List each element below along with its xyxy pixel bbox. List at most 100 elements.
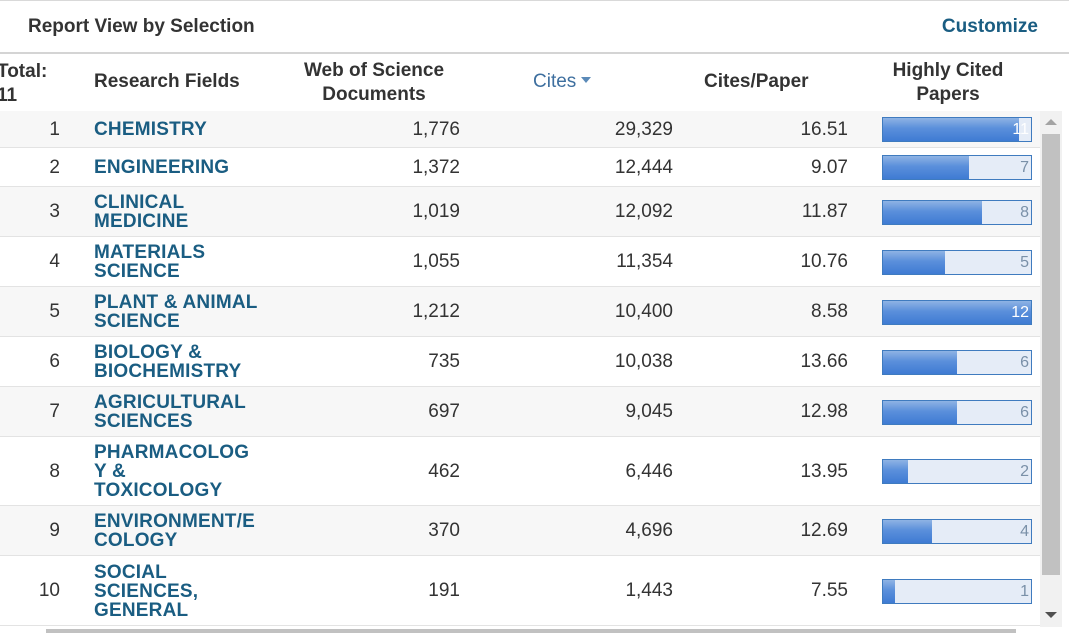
highly-cited-bar[interactable]: 4 (882, 518, 1032, 544)
customize-link[interactable]: Customize (941, 16, 1038, 37)
row-rank: 7 (49, 401, 60, 422)
highly-cited-count: 5 (1020, 253, 1029, 271)
cites-per-paper-value: 12.69 (800, 520, 848, 541)
research-field-link[interactable]: PHARMACOLOG Y & TOXICOLOGY (94, 442, 250, 501)
wos-documents-value: 1,776 (412, 118, 460, 140)
wos-documents-value: 191 (428, 580, 460, 601)
horizontal-scrollbar[interactable] (46, 629, 1016, 633)
highly-cited-count: 1 (1020, 582, 1029, 600)
table-row: 4 MATERIALS SCIENCE 1,055 11,354 10.76 5 (0, 237, 1040, 287)
column-header-cites-per-paper[interactable]: Cites/Paper (704, 71, 809, 92)
highly-cited-bar[interactable]: 7 (882, 155, 1032, 180)
cites-per-paper-value: 12.98 (800, 401, 848, 422)
cites-per-paper-value: 11.87 (801, 201, 848, 222)
table-row: 8 PHARMACOLOG Y & TOXICOLOGY 462 6,446 13.95… (0, 437, 1040, 506)
hcp-header-line1: Highly Cited (892, 60, 1004, 81)
wos-header-line1: Web of Science (303, 60, 445, 81)
row-rank: 2 (49, 156, 60, 178)
row-rank: 10 (38, 580, 60, 601)
table-row: 5 PLANT & ANIMAL SCIENCE 1,212 10,400 8.58 12 (0, 287, 1040, 337)
research-field-link[interactable]: BIOLOGY & BIOCHEMISTRY (94, 342, 242, 382)
wos-documents-value: 735 (428, 351, 460, 372)
highly-cited-bar-fill (883, 250, 945, 274)
total-label: Total: (0, 61, 48, 82)
cites-value: 11,354 (616, 251, 673, 272)
table-row: 9 ENVIRONMENT/E COLOGY 370 4,696 12.69 4 (0, 506, 1040, 556)
column-header-cites[interactable]: Cites (533, 70, 592, 94)
wos-documents-value: 1,212 (412, 301, 460, 322)
vertical-scroll-thumb[interactable] (1042, 134, 1060, 575)
research-field-link[interactable]: ENVIRONMENT/E COLOGY (94, 511, 255, 551)
cites-value: 10,400 (614, 301, 673, 322)
row-rank: 8 (49, 460, 60, 482)
highly-cited-count: 2 (1020, 463, 1029, 480)
highly-cited-count: 6 (1020, 353, 1029, 371)
highly-cited-bar[interactable]: 8 (882, 199, 1032, 225)
highly-cited-bar-fill (883, 460, 908, 483)
highly-cited-count: 11 (1012, 121, 1029, 138)
cites-value: 12,444 (614, 156, 673, 178)
highly-cited-count: 7 (1020, 159, 1029, 176)
wos-header-line2: Documents (322, 84, 426, 105)
cites-header-label: Cites (533, 71, 577, 92)
cites-per-paper-value: 8.58 (811, 301, 848, 322)
wos-documents-value: 1,372 (412, 156, 460, 178)
research-field-link[interactable]: AGRICULTURAL SCIENCES (94, 392, 246, 432)
column-header-wos-documents[interactable]: Web of Science Documents (296, 59, 452, 107)
highly-cited-bar-fill (883, 118, 1019, 141)
cites-value: 1,443 (625, 580, 673, 601)
research-field-link[interactable]: ENGINEERING (94, 157, 230, 178)
highly-cited-bar-fill (883, 200, 982, 224)
wos-documents-value: 370 (428, 520, 460, 541)
research-field-link[interactable]: PLANT & ANIMAL SCIENCE (94, 292, 258, 332)
highly-cited-count: 6 (1020, 403, 1029, 421)
cites-value: 6,446 (625, 460, 673, 482)
scroll-down-arrow-icon[interactable] (1045, 612, 1057, 618)
row-rank: 1 (49, 118, 60, 140)
cites-per-paper-value: 10.76 (800, 251, 848, 272)
highly-cited-bar-fill (883, 579, 896, 603)
report-header: Report View by Selection Customize (0, 0, 1069, 54)
wos-documents-value: 1,055 (412, 251, 460, 272)
highly-cited-bar[interactable]: 6 (882, 349, 1032, 375)
wos-documents-value: 1,019 (412, 201, 460, 222)
highly-cited-bar[interactable]: 6 (882, 399, 1032, 425)
highly-cited-bar[interactable]: 2 (882, 459, 1032, 484)
highly-cited-bar[interactable]: 5 (882, 249, 1032, 275)
research-field-link[interactable]: MATERIALS SCIENCE (94, 242, 206, 282)
wos-documents-value: 462 (428, 460, 460, 482)
highly-cited-bar-fill (883, 156, 970, 179)
table-row: 3 CLINICAL MEDICINE 1,019 12,092 11.87 8 (0, 187, 1040, 237)
cites-per-paper-value: 7.55 (811, 580, 848, 601)
row-rank: 9 (49, 520, 60, 541)
cites-value: 9,045 (625, 401, 673, 422)
cites-per-paper-value: 13.95 (800, 460, 848, 482)
highly-cited-bar[interactable]: 12 (882, 299, 1032, 325)
sort-desc-icon (581, 76, 592, 83)
column-header-highly-cited-papers[interactable]: Highly Cited Papers (886, 59, 1010, 107)
highly-cited-bar-fill (883, 400, 957, 424)
highly-cited-bar[interactable]: 11 (882, 117, 1032, 142)
highly-cited-bar-fill (883, 350, 957, 374)
research-field-link[interactable]: CHEMISTRY (94, 119, 207, 140)
total-header: Total: 11 (0, 60, 47, 108)
row-rank: 6 (49, 351, 60, 372)
highly-cited-bar[interactable]: 1 (882, 578, 1032, 604)
table-row: 10 SOCIAL SCIENCES, GENERAL 191 1,443 7.55 1 (0, 556, 1040, 626)
table-row: 1 CHEMISTRY 1,776 29,329 16.51 11 (0, 111, 1040, 148)
research-field-link[interactable]: CLINICAL MEDICINE (94, 192, 189, 232)
table-header: Total: 11 Research Fields Web of Science… (0, 56, 1040, 111)
table-row: 7 AGRICULTURAL SCIENCES 697 9,045 12.98 6 (0, 387, 1040, 437)
cites-value: 4,696 (625, 520, 673, 541)
cites-value: 29,329 (614, 118, 673, 140)
row-rank: 5 (49, 301, 60, 322)
highly-cited-bar-fill (883, 519, 933, 543)
table-body: 1 CHEMISTRY 1,776 29,329 16.51 11 2 ENGINEERING… (0, 111, 1040, 626)
column-header-research-fields[interactable]: Research Fields (94, 71, 240, 92)
table-row: 6 BIOLOGY & BIOCHEMISTRY 735 10,038 13.66 6 (0, 337, 1040, 387)
cites-per-paper-value: 13.66 (800, 351, 848, 372)
report-title: Report View by Selection (28, 16, 255, 37)
scroll-up-arrow-icon[interactable] (1045, 119, 1057, 125)
research-field-link[interactable]: SOCIAL SCIENCES, GENERAL (94, 561, 199, 621)
highly-cited-bar-fill (883, 300, 1031, 324)
